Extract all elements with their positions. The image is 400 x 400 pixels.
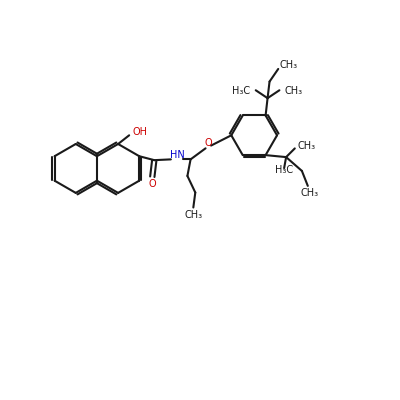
Text: CH₃: CH₃ xyxy=(298,141,316,151)
Text: H₃C: H₃C xyxy=(275,165,293,175)
Text: CH₃: CH₃ xyxy=(300,188,318,198)
Text: CH₃: CH₃ xyxy=(279,60,297,70)
Text: CH₃: CH₃ xyxy=(184,210,202,220)
Text: CH₃: CH₃ xyxy=(285,86,303,96)
Text: OH: OH xyxy=(133,127,148,137)
Text: H₃C: H₃C xyxy=(232,86,250,96)
Text: O: O xyxy=(204,138,212,148)
Text: O: O xyxy=(148,179,156,189)
Text: HN: HN xyxy=(170,150,184,160)
